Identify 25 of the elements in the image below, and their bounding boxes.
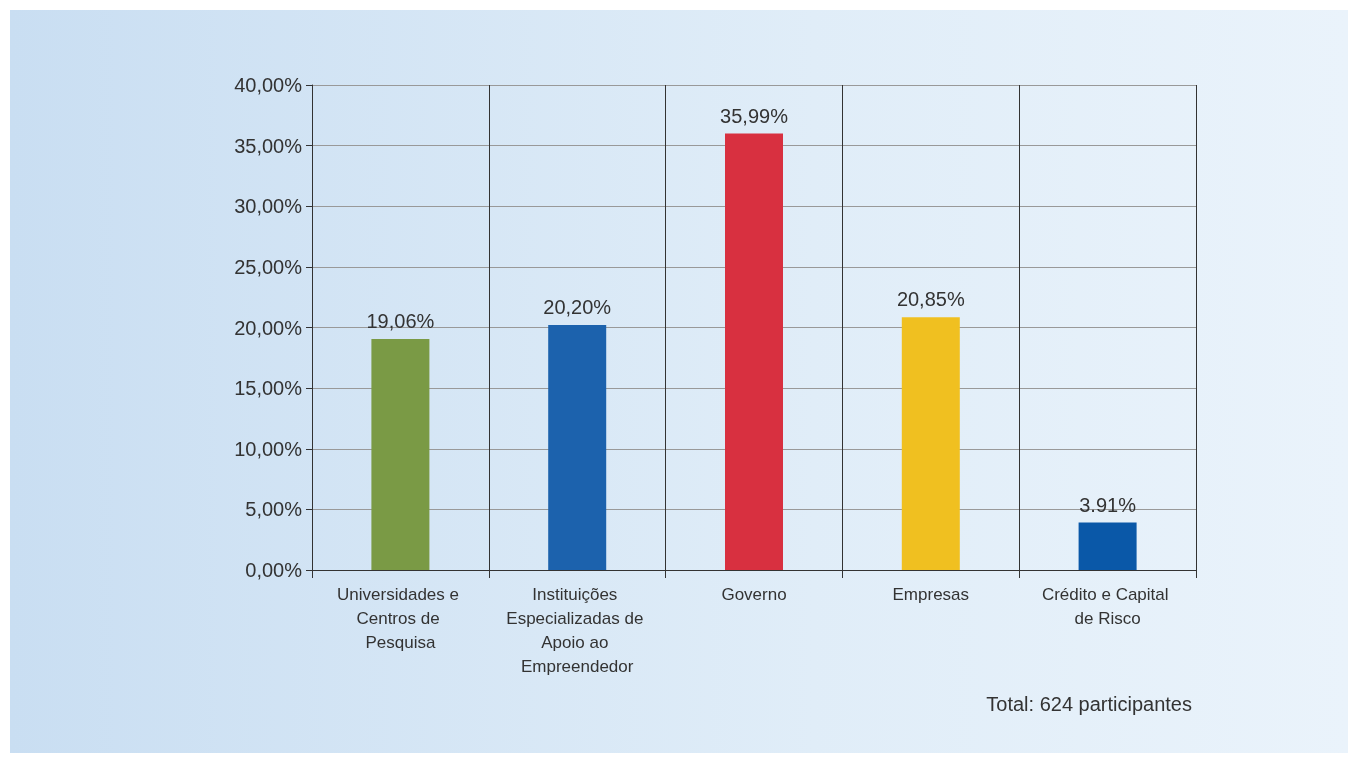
y-tick-label: 10,00% [234,437,303,460]
x-tick-label: Instituições Especializadas de Apoio ao Empreendedor [506,584,649,676]
y-tick-label: 35,00% [234,134,303,157]
data-label: 20,20% [543,296,612,319]
x-tick-label: Empresas [892,584,970,604]
bar [548,325,607,570]
x-tick-label: Governo [721,584,787,604]
data-label: 3.91% [1079,493,1137,516]
text: Total: 624 participantes [986,693,1192,716]
y-tick-label: 5,00% [245,498,303,521]
bar [901,317,960,570]
y-tick-label: 0,00% [245,559,303,581]
bar [371,338,430,570]
x-tick-label: Universidades e Centros de Pesquisa [337,584,464,652]
y-tick-label: 30,00% [234,195,303,218]
y-tick-label: 25,00% [234,255,303,278]
bar [1078,522,1137,570]
y-tick-label: 20,00% [234,316,303,339]
data-label: 19,06% [366,309,435,332]
x-tick-label: Crédito e Capital de Risco [1041,584,1174,628]
data-label: 20,85% [896,288,965,311]
y-tick-label: 40,00% [234,74,303,96]
data-label: 35,99% [720,104,789,127]
bar [725,133,783,570]
y-tick-label: 15,00% [234,377,303,400]
